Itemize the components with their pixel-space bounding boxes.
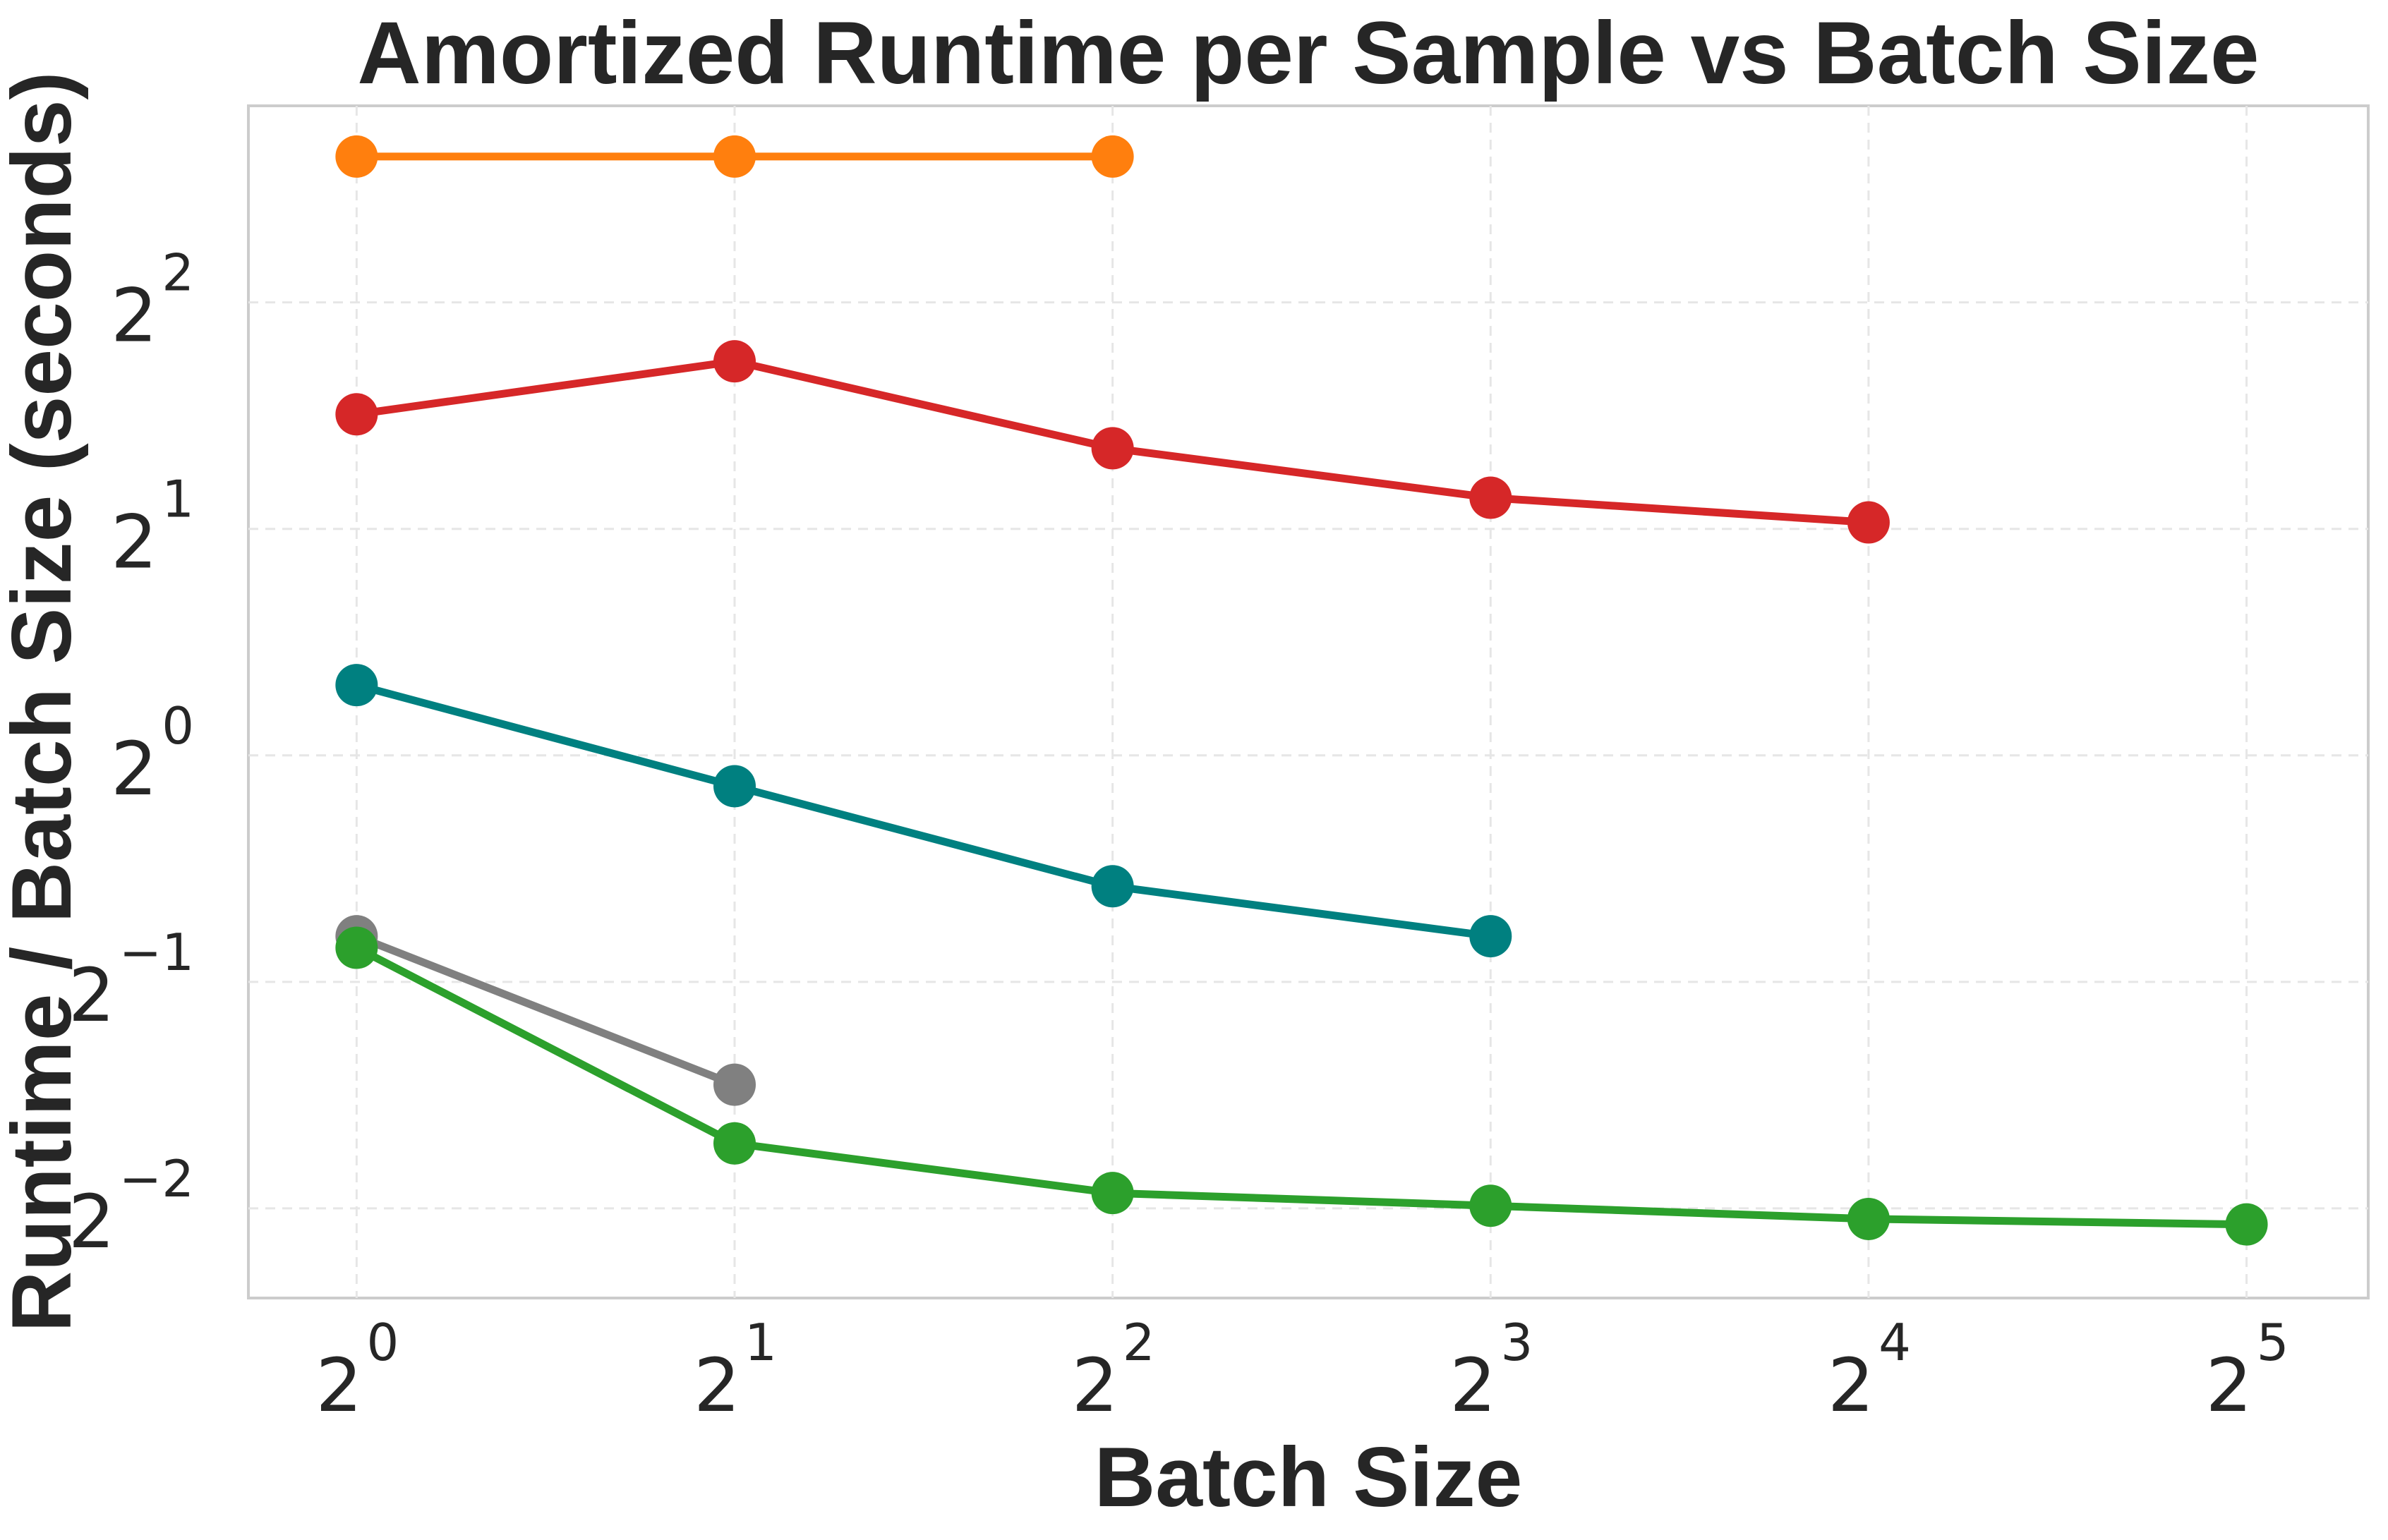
chart-title: Amortized Runtime per Sample vs Batch Si… — [357, 4, 2259, 102]
data-point — [1469, 476, 1512, 519]
x-tick-exponent: 1 — [744, 1313, 777, 1372]
x-tick-base: 2 — [1072, 1342, 1118, 1429]
series-0 — [335, 135, 1134, 178]
x-tick-label: 21 — [694, 1313, 777, 1429]
data-point — [713, 1063, 756, 1106]
y-tick-label: 21 — [111, 470, 194, 586]
x-tick-labels: 20 21 22 23 24 25 — [315, 1313, 2288, 1429]
x-tick-label: 22 — [1072, 1313, 1155, 1429]
x-tick-label: 23 — [1449, 1313, 1533, 1429]
y-tick-exponent: 2 — [162, 243, 194, 303]
y-axis-label: Runtime / Batch Size (seconds) — [0, 72, 89, 1333]
data-point — [1847, 1197, 1890, 1240]
x-tick-base: 2 — [694, 1342, 740, 1429]
x-tick-exponent: 0 — [367, 1313, 399, 1372]
x-tick-base: 2 — [1449, 1342, 1496, 1429]
x-tick-exponent: 5 — [2257, 1313, 2289, 1372]
data-point — [713, 135, 756, 178]
y-tick-base: 2 — [111, 726, 157, 812]
y-tick-label: 2−2 — [68, 1149, 194, 1265]
data-point — [1091, 135, 1134, 178]
series-line — [352, 944, 2251, 1229]
y-tick-exponent: 0 — [162, 696, 194, 756]
y-tick-base: 2 — [68, 1179, 115, 1265]
series-4 — [335, 926, 2268, 1246]
series-group — [335, 135, 2268, 1246]
y-tick-label: 22 — [111, 243, 194, 359]
series-1 — [335, 340, 1890, 544]
data-point — [2225, 1203, 2268, 1246]
y-tick-base: 2 — [68, 952, 115, 1038]
x-tick-exponent: 3 — [1500, 1313, 1533, 1372]
data-point — [335, 664, 378, 707]
data-point — [1091, 427, 1134, 470]
x-tick-exponent: 2 — [1123, 1313, 1155, 1372]
x-tick-label: 25 — [2206, 1313, 2289, 1429]
y-tick-exponent: −2 — [119, 1149, 194, 1208]
data-point — [713, 765, 756, 808]
series-line — [352, 932, 739, 1089]
x-tick-base: 2 — [315, 1342, 362, 1429]
y-tick-exponent: −1 — [119, 923, 194, 982]
data-point — [1469, 1184, 1512, 1227]
data-point — [1091, 1172, 1134, 1215]
series-line — [352, 681, 1495, 940]
y-tick-exponent: 1 — [162, 470, 194, 529]
data-point — [713, 340, 756, 383]
x-tick-base: 2 — [1828, 1342, 1874, 1429]
data-point — [335, 135, 378, 178]
data-point — [1469, 915, 1512, 958]
data-point — [335, 393, 378, 436]
plot-area — [247, 104, 2370, 1299]
x-tick-base: 2 — [2206, 1342, 2253, 1429]
data-point — [1847, 501, 1890, 544]
x-tick-label: 20 — [315, 1313, 399, 1429]
y-tick-label: 20 — [111, 696, 194, 812]
data-point — [335, 926, 378, 969]
x-tick-exponent: 4 — [1879, 1313, 1911, 1372]
y-tick-base: 2 — [111, 273, 157, 359]
data-point — [713, 1122, 756, 1165]
y-tick-base: 2 — [111, 499, 157, 586]
x-tick-label: 24 — [1828, 1313, 1911, 1429]
series-2 — [335, 664, 1512, 958]
x-axis-label: Batch Size — [1094, 1430, 1523, 1524]
data-point — [1091, 865, 1134, 908]
y-tick-label: 2−1 — [68, 923, 194, 1038]
